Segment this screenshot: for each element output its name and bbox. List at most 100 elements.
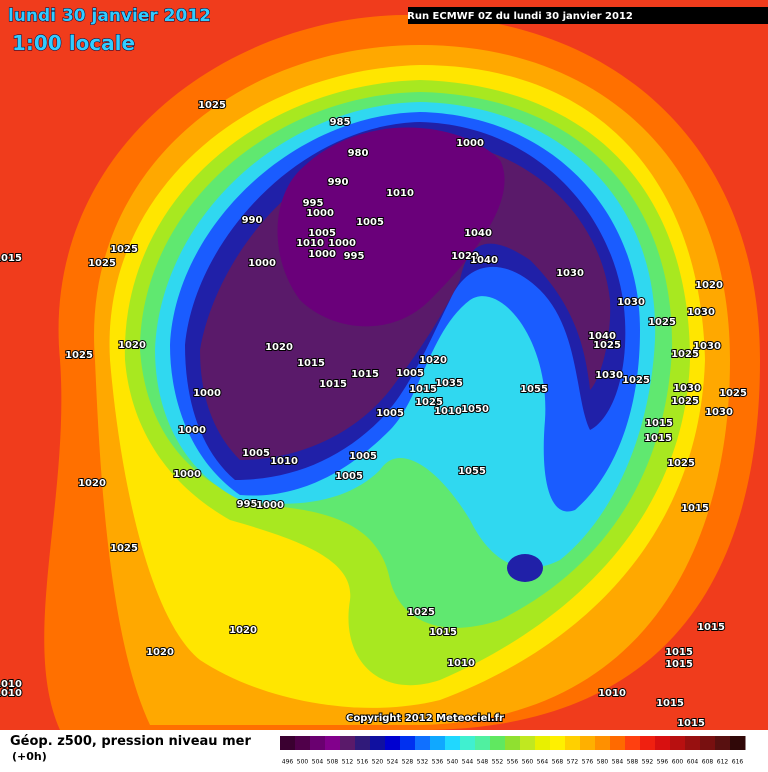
isobar-label: 1020 (118, 340, 146, 351)
colorbar-swatch (370, 736, 386, 750)
isobar-label: 1030 (693, 341, 721, 352)
colorbar-swatch (400, 736, 416, 750)
isobar-label: 1015 (409, 384, 437, 395)
isobar-label: 1015 (681, 503, 709, 514)
colorbar-swatch (355, 736, 371, 750)
isobar-label: 985 (330, 117, 351, 128)
isobar-label: 1030 (617, 297, 645, 308)
isobar-label: 980 (348, 148, 369, 159)
colorbar-label: 528 (402, 759, 414, 766)
isobar-label: 1010 (386, 188, 414, 199)
colorbar-swatch (700, 736, 716, 750)
colorbar-swatch (385, 736, 401, 750)
colorbar-swatch (415, 736, 431, 750)
colorbar-label: 548 (477, 759, 489, 766)
colorbar-swatch (445, 736, 461, 750)
isobar-label: 1020 (265, 342, 293, 353)
isobar-label: 1005 (376, 408, 404, 419)
colorbar-swatch (325, 736, 341, 750)
isobar-label: 1010 (0, 679, 22, 690)
run-box (408, 7, 768, 24)
isobar-label: 1040 (464, 228, 492, 239)
colorbar-label: 516 (357, 759, 369, 766)
isobar-label: 1000 (306, 208, 334, 219)
colorbar-swatch (550, 736, 566, 750)
isobar-label: 1015 (319, 379, 347, 390)
colorbar-label: 612 (717, 759, 729, 766)
colorbar-label: 500 (297, 759, 309, 766)
colorbar-swatch (310, 736, 326, 750)
isobar-label: 995 (344, 251, 365, 262)
isobar-label: 1015 (677, 718, 705, 729)
copyright: Copyright 2012 Meteociel.fr (346, 713, 504, 724)
isobar-label: 1005 (242, 448, 270, 459)
isobar-label: 1000 (178, 425, 206, 436)
colorbar-swatch (610, 736, 626, 750)
isobar-label: 1025 (65, 350, 93, 361)
isobar-label: 1010 (434, 406, 462, 417)
colorbar-swatch (640, 736, 656, 750)
legend-title: Géop. z500, pression niveau mer (10, 734, 251, 749)
isobar-label: 1025 (110, 543, 138, 554)
isobar-label: 1030 (673, 383, 701, 394)
isobar-label: 1020 (229, 625, 257, 636)
isobar-label: 1000 (256, 500, 284, 511)
colorbar-label: 544 (462, 759, 474, 766)
isobar-label: 1010 (270, 456, 298, 467)
isobar-label: 1015 (429, 627, 457, 638)
isobar-label: 995 (303, 198, 324, 209)
isobar-label: 1030 (687, 307, 715, 318)
isobar-label: 1015 (665, 647, 693, 658)
isobar-label: 1005 (349, 451, 377, 462)
isobar-label: 1015 (644, 433, 672, 444)
colorbar-label: 552 (492, 759, 504, 766)
colorbar-swatch (565, 736, 581, 750)
colorbar-swatch (535, 736, 551, 750)
isobar-label: 1025 (671, 396, 699, 407)
isobar-label: 990 (328, 177, 349, 188)
colorbar-label: 560 (522, 759, 534, 766)
isobar-label: 1040 (588, 331, 616, 342)
colorbar-label: 616 (732, 759, 744, 766)
isobar-label: 1010 (0, 688, 22, 699)
colorbar-label: 508 (327, 759, 339, 766)
isobar-label: 1015 (645, 418, 673, 429)
title: lundi 30 janvier 2012 (8, 6, 211, 26)
colorbar-label: 604 (687, 759, 699, 766)
isobar-label: 1025 (622, 375, 650, 386)
colorbar-swatch (430, 736, 446, 750)
isobar-label: 1025 (198, 100, 226, 111)
colorbar-swatch (655, 736, 671, 750)
isobar-label: 1000 (248, 258, 276, 269)
isobar-label: 1050 (461, 404, 489, 415)
colorbar-swatch (490, 736, 506, 750)
isobar-label: 990 (242, 215, 263, 226)
colorbar-swatch (280, 736, 296, 750)
legend-subtitle: (+0h) (12, 750, 47, 763)
isobar-label: 1015 (697, 622, 725, 633)
colorbar-swatch (595, 736, 611, 750)
colorbar-swatch (520, 736, 536, 750)
isobar-label: 1005 (308, 228, 336, 239)
colorbar-label: 556 (507, 759, 519, 766)
isobar-label: 1025 (719, 388, 747, 399)
isobar-label: 1005 (356, 217, 384, 228)
isobar-label: 1020 (419, 355, 447, 366)
isobar-label: 1015 (297, 358, 325, 369)
field-lowblue (507, 554, 543, 582)
isobar-label: 1025 (667, 458, 695, 469)
isobar-label: 1010 (296, 238, 324, 249)
isobar-label: 1040 (470, 255, 498, 266)
colorbar-swatch (580, 736, 596, 750)
colorbar-label: 592 (642, 759, 654, 766)
colorbar-label: 520 (372, 759, 384, 766)
colorbar-swatch (460, 736, 476, 750)
isobar-label: 1020 (451, 251, 479, 262)
isobar-label: 1055 (458, 466, 486, 477)
isobar-label: 1030 (556, 268, 584, 279)
isobar-label: 1000 (308, 249, 336, 260)
colorbar-label: 584 (612, 759, 624, 766)
isobar-label: 1030 (705, 407, 733, 418)
isobar-label: 1000 (328, 238, 356, 249)
colorbar-swatch (625, 736, 641, 750)
